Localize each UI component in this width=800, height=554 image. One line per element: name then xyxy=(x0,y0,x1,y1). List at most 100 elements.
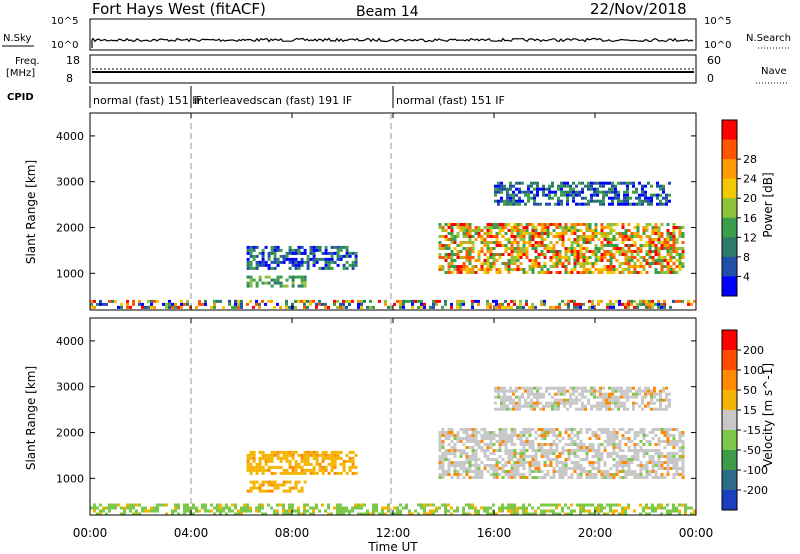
range-time-cell xyxy=(507,305,510,309)
range-time-cell xyxy=(294,462,298,466)
range-time-cell xyxy=(665,199,668,203)
range-time-cell xyxy=(548,184,551,188)
range-time-cell xyxy=(540,476,544,479)
range-time-cell xyxy=(614,398,617,402)
range-time-cell xyxy=(497,190,500,194)
range-time-cell xyxy=(480,506,483,510)
range-time-cell xyxy=(471,299,474,303)
range-time-cell xyxy=(636,223,640,226)
range-time-cell xyxy=(576,223,580,226)
range-time-cell xyxy=(537,461,541,464)
range-time-cell xyxy=(626,193,629,197)
range-time-cell xyxy=(527,392,530,396)
range-time-cell xyxy=(438,476,442,479)
range-time-cell xyxy=(669,428,673,431)
range-time-cell xyxy=(438,461,442,464)
range-time-cell xyxy=(468,256,472,259)
range-time-cell xyxy=(498,431,502,434)
range-time-cell xyxy=(531,476,535,479)
range-time-cell xyxy=(543,476,547,479)
range-time-cell xyxy=(132,299,135,303)
range-time-cell xyxy=(552,467,556,470)
range-time-cell xyxy=(201,506,204,510)
range-time-cell xyxy=(618,235,622,238)
range-time-cell xyxy=(588,235,592,238)
range-time-cell xyxy=(489,223,493,226)
range-time-cell xyxy=(621,247,625,250)
range-time-cell xyxy=(282,480,286,484)
range-time-cell xyxy=(492,470,496,473)
range-time-cell xyxy=(500,199,503,203)
range-time-cell xyxy=(252,456,256,460)
range-time-cell xyxy=(648,223,652,226)
range-time-cell xyxy=(639,503,642,507)
range-time-cell xyxy=(471,265,475,268)
range-time-cell xyxy=(554,401,557,405)
range-time-cell xyxy=(447,256,451,259)
range-time-cell xyxy=(300,471,304,475)
range-time-cell xyxy=(659,398,662,402)
range-time-cell xyxy=(623,193,626,197)
range-time-cell xyxy=(510,440,514,443)
range-time-cell xyxy=(456,253,460,256)
range-time-cell xyxy=(444,512,447,516)
range-time-cell xyxy=(603,226,607,229)
range-time-cell xyxy=(528,265,532,268)
range-time-cell xyxy=(654,232,658,235)
range-time-cell xyxy=(602,193,605,197)
range-time-cell xyxy=(615,473,619,476)
range-time-cell xyxy=(462,241,466,244)
range-time-cell xyxy=(635,401,638,405)
range-time-cell xyxy=(560,187,563,191)
range-time-cell xyxy=(468,241,472,244)
range-time-cell xyxy=(672,271,676,274)
range-time-cell xyxy=(614,184,617,188)
range-time-cell xyxy=(300,257,304,261)
range-time-cell xyxy=(468,467,472,470)
range-time-cell xyxy=(588,256,592,259)
range-time-cell xyxy=(551,181,554,185)
range-time-cell xyxy=(162,302,165,306)
range-time-cell xyxy=(620,404,623,408)
range-time-cell xyxy=(551,407,554,411)
range-time-cell xyxy=(354,465,358,469)
range-time-cell xyxy=(519,431,523,434)
range-time-cell xyxy=(587,184,590,188)
range-time-cell xyxy=(456,265,460,268)
range-time-cell xyxy=(492,235,496,238)
range-time-cell xyxy=(606,428,610,431)
range-time-cell xyxy=(633,244,637,247)
range-time-cell xyxy=(582,509,585,513)
range-time-cell xyxy=(608,202,611,206)
range-time-cell xyxy=(555,512,558,516)
range-time-cell xyxy=(93,503,96,507)
range-time-cell xyxy=(327,260,331,264)
range-time-cell xyxy=(659,401,662,405)
range-time-cell xyxy=(141,509,144,513)
range-time-cell xyxy=(336,257,340,261)
range-time-cell xyxy=(540,241,544,244)
range-time-cell xyxy=(518,404,521,408)
range-time-cell xyxy=(624,512,627,516)
range-time-cell xyxy=(615,464,619,467)
range-time-cell xyxy=(438,268,442,271)
range-time-cell xyxy=(656,392,659,396)
range-time-cell xyxy=(264,489,268,493)
range-time-cell xyxy=(659,395,662,399)
range-time-cell xyxy=(444,437,448,440)
range-time-cell xyxy=(557,392,560,396)
range-time-cell xyxy=(678,434,682,437)
range-time-cell xyxy=(639,271,643,274)
range-time-cell xyxy=(318,468,322,472)
range-time-cell xyxy=(573,302,576,306)
range-time-cell xyxy=(627,464,631,467)
range-time-cell xyxy=(510,305,513,309)
colorbar-tick-label: -100 xyxy=(743,464,768,477)
range-time-cell xyxy=(567,452,571,455)
range-time-cell xyxy=(438,244,442,247)
range-time-cell xyxy=(657,256,661,259)
range-time-cell xyxy=(315,305,318,309)
range-time-cell xyxy=(647,401,650,405)
range-time-cell xyxy=(444,259,448,262)
range-time-cell xyxy=(306,254,310,258)
